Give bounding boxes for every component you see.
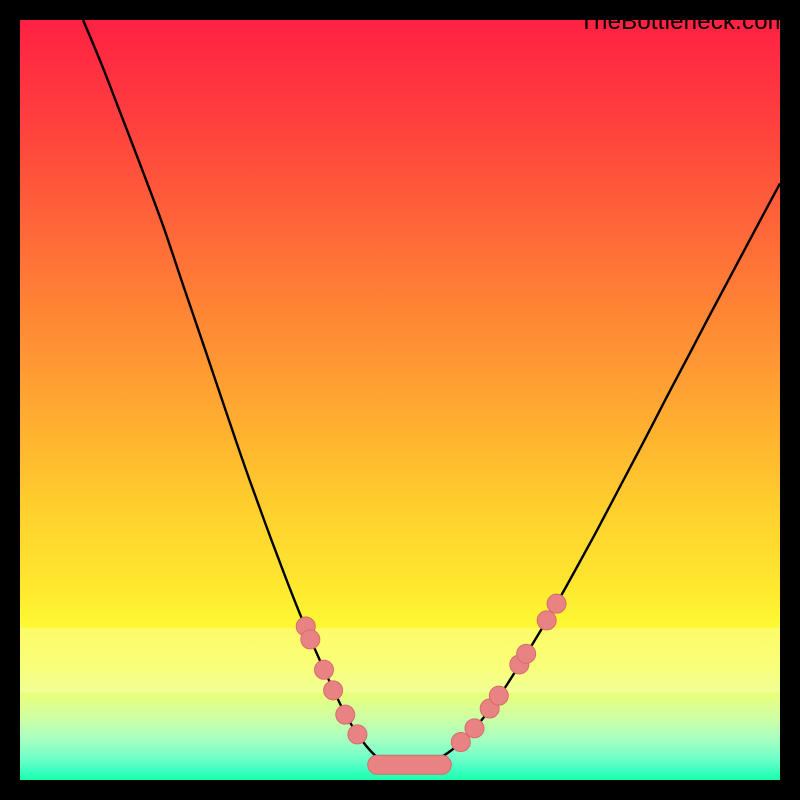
data-point: [301, 630, 320, 649]
data-point: [315, 660, 334, 679]
chart-outer-frame: TheBottleneck.com: [0, 0, 800, 800]
bottleneck-curve-plot: [20, 20, 780, 780]
data-point: [465, 719, 484, 738]
data-point: [537, 611, 556, 630]
watermark-text: TheBottleneck.com: [579, 8, 788, 36]
valley-pill: [368, 755, 452, 774]
data-point: [336, 705, 355, 724]
data-point: [547, 594, 566, 613]
data-point: [348, 725, 367, 744]
highlight-band: [20, 628, 780, 693]
data-point: [324, 681, 343, 700]
data-point: [517, 644, 536, 663]
data-point: [489, 686, 508, 705]
